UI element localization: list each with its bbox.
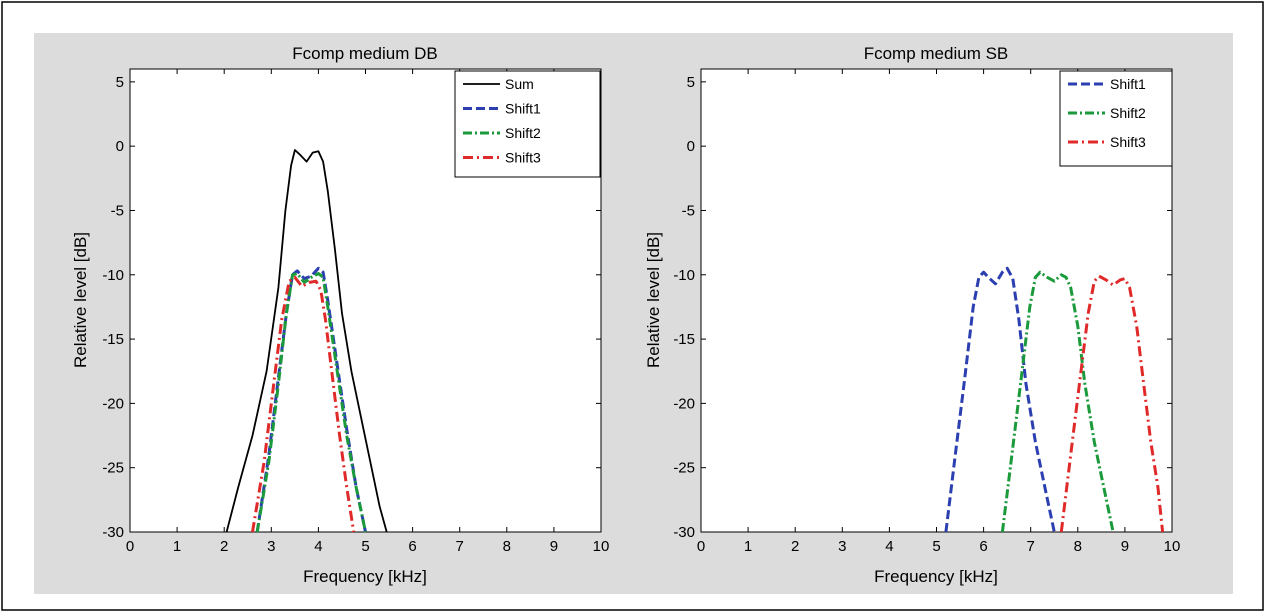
x-tick-label: 6	[979, 538, 987, 555]
x-tick-label: 5	[932, 538, 940, 555]
x-tick-label: 3	[838, 538, 846, 555]
y-tick-label: 0	[687, 138, 695, 155]
x-tick-label: 9	[1121, 538, 1129, 555]
x-tick-label: 5	[361, 538, 369, 555]
y-tick-label: -15	[673, 331, 695, 348]
y-tick-label: -25	[673, 460, 695, 477]
y-tick-label: -20	[102, 395, 124, 412]
y-tick-label: -10	[673, 267, 695, 284]
y-tick-label: 5	[687, 74, 695, 91]
series-line-shift2	[1000, 270, 1115, 533]
y-tick-label: -5	[682, 202, 695, 219]
legend-label: Shift3	[505, 150, 541, 166]
axis-ticks: 0 1 2 3 4 5 6 7 8 9 10 5 0 -5 -10 -15 -20 -25 -30	[102, 69, 609, 555]
legend-label: Sum	[505, 76, 534, 92]
x-tick-label: 0	[126, 538, 134, 555]
y-tick-label: 5	[116, 74, 124, 91]
series-line-sum	[225, 149, 388, 533]
x-tick-label: 1	[744, 538, 752, 555]
chart-panel-db: 0 1 2 3 4 5 6 7 8 9 10 5 0 -5 -10 -15 -20 -25 -30 Fcomp me…	[71, 44, 609, 586]
chart-panel-sb: 0 1 2 3 4 5 6 7 8 9 10 5 0 -5 -10 -15 -20 -25 -30 Fcomp me…	[644, 44, 1180, 586]
x-tick-label: 1	[173, 538, 181, 555]
x-tick-label: 2	[220, 538, 228, 555]
x-tick-label: 10	[1164, 538, 1181, 555]
series-lines	[225, 149, 388, 533]
legend-label: Shift1	[1110, 76, 1146, 92]
chart-title: Fcomp medium SB	[864, 44, 1009, 63]
y-tick-label: -15	[102, 331, 124, 348]
y-axis-label: Relative level [dB]	[644, 232, 663, 368]
x-tick-label: 7	[456, 538, 464, 555]
x-tick-label: 6	[408, 538, 416, 555]
legend: Sum Shift1 Shift2 Shift3	[454, 70, 601, 178]
x-tick-label: 8	[1074, 538, 1082, 555]
x-tick-label: 10	[593, 538, 610, 555]
axis-ticks: 0 1 2 3 4 5 6 7 8 9 10 5 0 -5 -10 -15 -20 -25 -30	[673, 69, 1180, 555]
legend-label: Shift2	[505, 125, 541, 141]
y-tick-label: -30	[102, 524, 124, 541]
series-lines	[944, 266, 1165, 533]
y-tick-label: -20	[673, 395, 695, 412]
x-tick-label: 7	[1027, 538, 1035, 555]
x-tick-label: 9	[550, 538, 558, 555]
x-tick-label: 0	[697, 538, 705, 555]
x-tick-label: 4	[314, 538, 322, 555]
y-axis-label: Relative level [dB]	[71, 232, 90, 368]
y-tick-label: 0	[116, 138, 124, 155]
x-axis-label: Frequency [kHz]	[874, 567, 998, 586]
y-tick-label: -10	[102, 267, 124, 284]
x-tick-label: 2	[791, 538, 799, 555]
y-tick-label: -25	[102, 460, 124, 477]
series-line-shift1	[944, 266, 1056, 533]
y-tick-label: -5	[111, 202, 124, 219]
series-line-shift2	[255, 272, 367, 533]
legend-label: Shift1	[505, 101, 541, 117]
series-line-shift3	[1059, 274, 1165, 533]
x-tick-label: 3	[267, 538, 275, 555]
x-tick-label: 8	[503, 538, 511, 555]
x-axis-label: Frequency [kHz]	[303, 567, 427, 586]
series-line-shift3	[251, 275, 356, 533]
x-tick-label: 4	[885, 538, 893, 555]
legend-box	[454, 70, 601, 178]
legend: Shift1 Shift2 Shift3	[1059, 70, 1173, 167]
y-tick-label: -30	[673, 524, 695, 541]
chart-title: Fcomp medium DB	[292, 44, 437, 63]
legend-label: Shift2	[1110, 105, 1146, 121]
legend-box	[1059, 70, 1173, 167]
legend-label: Shift3	[1110, 134, 1146, 150]
